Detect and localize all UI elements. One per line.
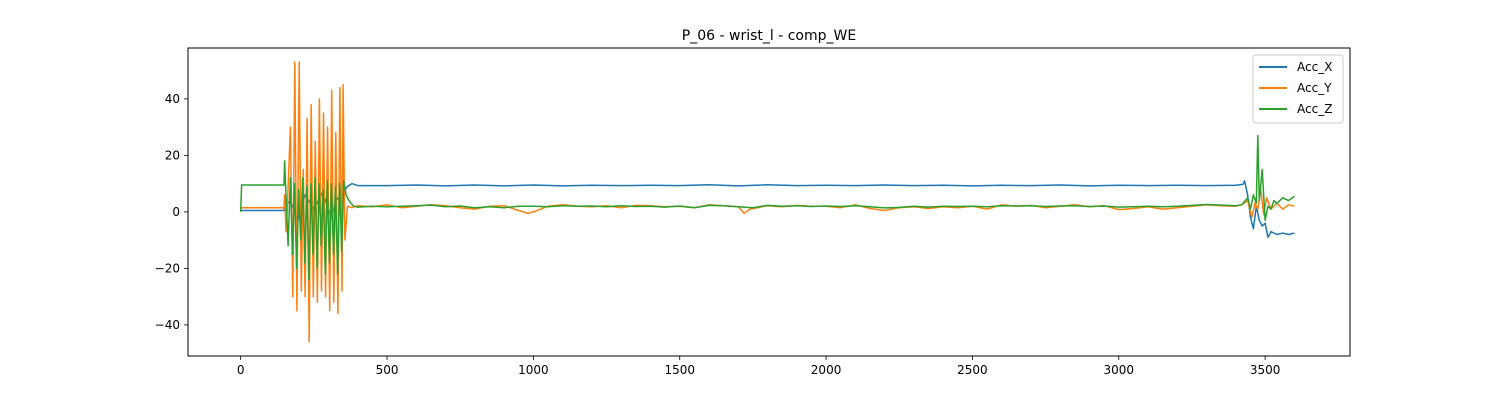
- legend-label: Acc_Y: [1297, 81, 1332, 95]
- legend: Acc_X Acc_Y Acc_Z: [1252, 54, 1344, 124]
- chart-title: P_06 - wrist_l - comp_WE: [682, 28, 856, 44]
- series-line-acc-z: [239, 134, 1295, 281]
- y-axis: −40 −20 0 20 40: [155, 92, 188, 332]
- plot-frame: [187, 47, 1351, 357]
- x-tick-label: 1500: [664, 363, 695, 377]
- x-tick-label: 0: [237, 363, 245, 377]
- legend-label: Acc_Z: [1297, 102, 1332, 116]
- y-tick-label: 20: [165, 148, 180, 162]
- x-tick-label: 2500: [957, 363, 988, 377]
- x-tick-label: 3000: [1103, 363, 1134, 377]
- x-tick-label: 500: [376, 363, 399, 377]
- y-tick-label: 40: [165, 92, 180, 106]
- x-axis: 0 500 1000 1500 2000 2500 3000 3500: [237, 356, 1281, 377]
- plot-lines: [239, 61, 1295, 343]
- legend-label: Acc_X: [1297, 60, 1332, 74]
- x-tick-label: 2000: [811, 363, 842, 377]
- y-tick-label: 0: [172, 205, 180, 219]
- x-tick-label: 1000: [518, 363, 549, 377]
- y-tick-label: −20: [155, 261, 180, 275]
- x-tick-label: 3500: [1250, 363, 1281, 377]
- y-tick-label: −40: [155, 318, 180, 332]
- legend-box: [1252, 54, 1344, 124]
